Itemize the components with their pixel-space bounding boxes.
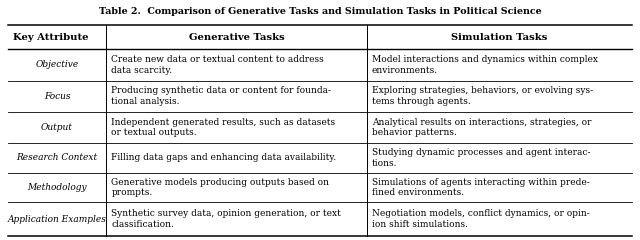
Text: Independent generated results, such as datasets
or textual outputs.: Independent generated results, such as d…	[111, 118, 335, 137]
Text: Key Attribute: Key Attribute	[13, 33, 88, 42]
Text: Output: Output	[41, 123, 73, 132]
Text: Model interactions and dynamics within complex
environments.: Model interactions and dynamics within c…	[372, 55, 598, 75]
Text: Generative models producing outputs based on
prompts.: Generative models producing outputs base…	[111, 178, 330, 197]
Text: Simulation Tasks: Simulation Tasks	[451, 33, 548, 42]
Text: Simulations of agents interacting within prede-
fined environments.: Simulations of agents interacting within…	[372, 178, 589, 197]
Text: Synthetic survey data, opinion generation, or text
classification.: Synthetic survey data, opinion generatio…	[111, 209, 341, 229]
Text: Exploring strategies, behaviors, or evolving sys-
tems through agents.: Exploring strategies, behaviors, or evol…	[372, 86, 593, 106]
Text: Table 2.  Comparison of Generative Tasks and Simulation Tasks in Political Scien: Table 2. Comparison of Generative Tasks …	[99, 7, 541, 16]
Text: Generative Tasks: Generative Tasks	[189, 33, 285, 42]
Text: Create new data or textual content to address
data scarcity.: Create new data or textual content to ad…	[111, 55, 324, 75]
Text: Studying dynamic processes and agent interac-
tions.: Studying dynamic processes and agent int…	[372, 148, 591, 168]
Text: Research Context: Research Context	[17, 153, 97, 162]
Text: Methodology: Methodology	[28, 183, 87, 192]
Text: Filling data gaps and enhancing data availability.: Filling data gaps and enhancing data ava…	[111, 153, 337, 162]
Text: Analytical results on interactions, strategies, or
behavior patterns.: Analytical results on interactions, stra…	[372, 118, 591, 137]
Text: Negotiation models, conflict dynamics, or opin-
ion shift simulations.: Negotiation models, conflict dynamics, o…	[372, 209, 589, 229]
Text: Producing synthetic data or content for founda-
tional analysis.: Producing synthetic data or content for …	[111, 86, 332, 106]
Text: Application Examples: Application Examples	[8, 215, 106, 223]
Text: Focus: Focus	[44, 92, 70, 101]
Text: Objective: Objective	[35, 60, 79, 70]
